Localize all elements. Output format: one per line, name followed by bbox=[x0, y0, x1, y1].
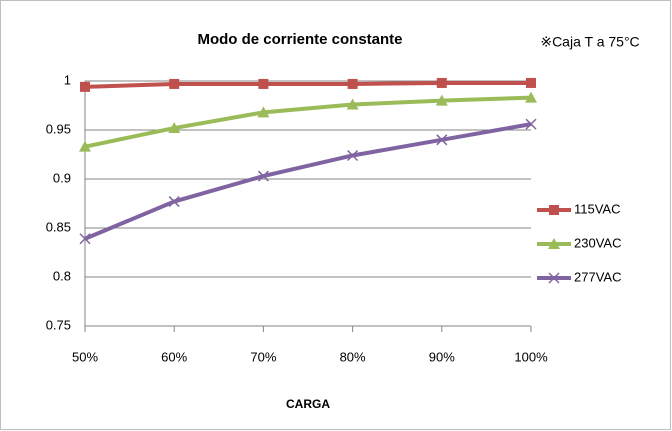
x-tick-label: 100% bbox=[514, 349, 548, 364]
y-tick-label: 0.8 bbox=[53, 268, 71, 283]
y-tick-label: 0.75 bbox=[46, 317, 71, 332]
marker bbox=[258, 78, 269, 89]
marker bbox=[257, 106, 270, 118]
legend-label: 115VAC bbox=[574, 201, 621, 216]
y-tick-label: 0.85 bbox=[46, 219, 71, 234]
x-tick-label: 80% bbox=[340, 349, 366, 364]
annotation: ※Caja T a 75°C bbox=[540, 34, 639, 50]
y-tick-label: 1 bbox=[64, 72, 71, 87]
marker bbox=[347, 149, 359, 162]
marker bbox=[526, 77, 536, 88]
x-axis-label: CARGA bbox=[286, 397, 330, 411]
marker bbox=[525, 91, 537, 103]
series-line bbox=[84, 95, 532, 149]
marker bbox=[168, 122, 181, 134]
marker bbox=[525, 118, 537, 130]
x-tick-label: 50% bbox=[72, 349, 98, 364]
marker bbox=[548, 272, 560, 284]
series-line bbox=[84, 80, 531, 89]
marker bbox=[79, 233, 91, 245]
marker bbox=[169, 78, 180, 89]
x-tick-label: 70% bbox=[250, 349, 276, 364]
series-line bbox=[84, 122, 532, 241]
marker bbox=[80, 81, 90, 92]
x-tick-label: 90% bbox=[429, 349, 455, 364]
marker bbox=[436, 77, 447, 88]
marker bbox=[548, 238, 560, 249]
legend-label: 230VAC bbox=[574, 235, 621, 250]
marker bbox=[257, 170, 269, 182]
marker bbox=[436, 134, 448, 146]
legend-label: 277VAC bbox=[574, 269, 621, 284]
x-tick-label: 60% bbox=[161, 349, 187, 364]
chart-title: Modo de corriente constante bbox=[197, 31, 402, 48]
marker bbox=[168, 196, 180, 208]
marker bbox=[347, 78, 358, 89]
marker bbox=[435, 94, 448, 106]
y-tick-label: 0.9 bbox=[53, 170, 71, 185]
marker bbox=[79, 140, 91, 152]
marker bbox=[346, 98, 359, 110]
y-tick-label: 0.95 bbox=[46, 121, 71, 136]
marker bbox=[549, 205, 559, 215]
